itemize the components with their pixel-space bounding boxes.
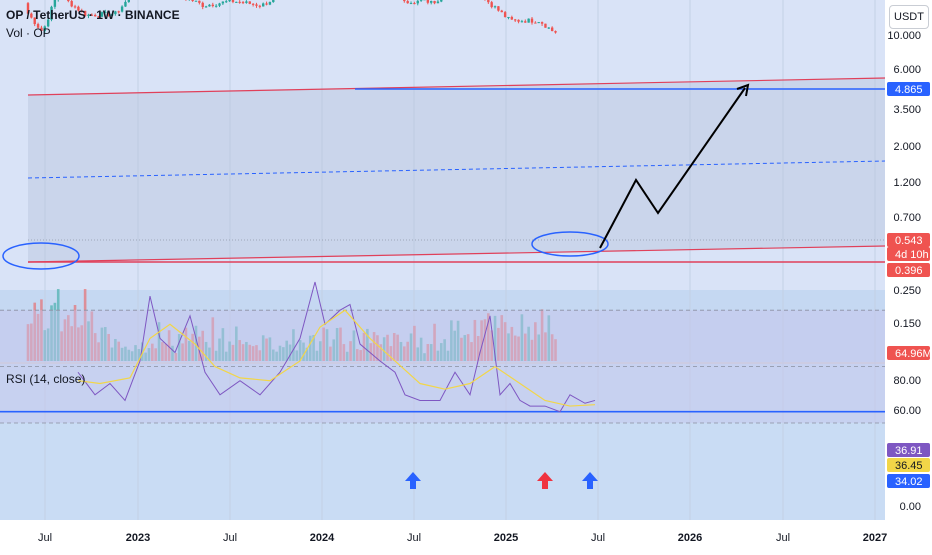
price-axis-label: 1.200 <box>893 177 921 189</box>
candle <box>128 0 130 2</box>
candle <box>208 5 210 7</box>
candle <box>534 23 536 24</box>
candle <box>225 1 227 2</box>
candle <box>406 1 408 3</box>
time-axis-label: Jul <box>591 532 605 544</box>
currency-button[interactable]: USDT <box>889 5 929 29</box>
candle <box>501 11 503 12</box>
candle <box>191 0 193 1</box>
candle <box>417 1 419 4</box>
rsi-legend[interactable]: RSI (14, close) <box>6 372 85 386</box>
rsi-axis-label: 0.00 <box>900 501 921 513</box>
candle <box>228 0 230 1</box>
candle <box>222 2 224 4</box>
price-tag-text: 0.543 <box>895 235 923 247</box>
time-axis-label: 2026 <box>678 532 702 544</box>
candle <box>541 22 543 24</box>
candle <box>54 0 56 7</box>
candle <box>487 0 489 2</box>
time-axis-label: 2023 <box>126 532 150 544</box>
candle <box>440 0 442 2</box>
candle <box>554 31 556 33</box>
rsi-axis-label: 80.00 <box>893 375 921 387</box>
candle <box>490 2 492 7</box>
candle <box>245 1 247 2</box>
price-tag-text: 64.96M <box>895 348 932 360</box>
candle <box>262 3 264 6</box>
candle <box>531 19 533 23</box>
candle <box>249 1 251 3</box>
rsi-axis-label: 60.00 <box>893 405 921 417</box>
candle <box>544 24 546 28</box>
rsi-tag-text: 36.45 <box>895 460 923 472</box>
candle <box>272 0 274 2</box>
candle <box>427 0 429 3</box>
candle <box>124 2 126 7</box>
candle <box>212 5 214 6</box>
price-axis-label: 0.700 <box>893 212 921 224</box>
price-tag-text: 4d 10h <box>895 249 929 261</box>
price-axis-label: 3.500 <box>893 104 921 116</box>
candle <box>511 17 513 19</box>
candle <box>232 0 234 2</box>
candle <box>494 6 496 7</box>
candle <box>255 4 257 5</box>
candle <box>252 4 254 5</box>
candle <box>259 6 261 7</box>
price-axis-label: 10.000 <box>887 30 921 42</box>
rsi-tag-text: 36.91 <box>895 445 923 457</box>
time-axis-label: Jul <box>38 532 52 544</box>
time-axis-label: 2027 <box>863 532 887 544</box>
candle <box>238 2 240 3</box>
time-axis-label: 2024 <box>310 532 335 544</box>
candle <box>551 28 553 31</box>
volume-legend[interactable]: Vol · OP <box>6 26 51 40</box>
candle <box>538 22 540 23</box>
candle <box>242 2 244 3</box>
candle <box>67 0 69 1</box>
price-axis-label: 2.000 <box>893 141 921 153</box>
candle <box>514 19 516 20</box>
candle <box>420 0 422 1</box>
candle <box>504 12 506 17</box>
candle <box>437 2 439 4</box>
candle <box>202 3 204 7</box>
candle <box>265 3 267 4</box>
symbol-title[interactable]: OP / TetherUS · 1W · BINANCE <box>6 8 180 22</box>
time-axis-label: Jul <box>223 532 237 544</box>
candle <box>218 3 220 5</box>
candle <box>269 2 271 5</box>
candle <box>195 1 197 2</box>
candle <box>235 2 237 3</box>
candle <box>215 6 217 7</box>
price-axis-label: 6.000 <box>893 64 921 76</box>
candle <box>413 3 415 4</box>
price-tag-text: 0.396 <box>895 265 923 277</box>
candle <box>70 1 72 6</box>
candle <box>524 21 526 22</box>
candle <box>548 28 550 29</box>
candle <box>527 19 529 23</box>
time-axis-label: Jul <box>407 532 421 544</box>
candle <box>507 17 509 18</box>
rsi-tag-text: 34.02 <box>895 476 923 488</box>
candle <box>433 1 435 3</box>
price-axis-label: 0.150 <box>893 318 921 330</box>
candle <box>403 0 405 1</box>
candle <box>410 3 412 4</box>
price-axis-label: 0.250 <box>893 285 921 297</box>
candle <box>517 20 519 22</box>
candle <box>521 21 523 22</box>
candle <box>198 1 200 3</box>
price-tag-resistance-text: 4.865 <box>895 84 923 96</box>
candle <box>430 1 432 3</box>
candle <box>497 6 499 10</box>
time-axis-label: 2025 <box>494 532 518 544</box>
candle <box>205 6 207 7</box>
time-axis-label: Jul <box>776 532 790 544</box>
